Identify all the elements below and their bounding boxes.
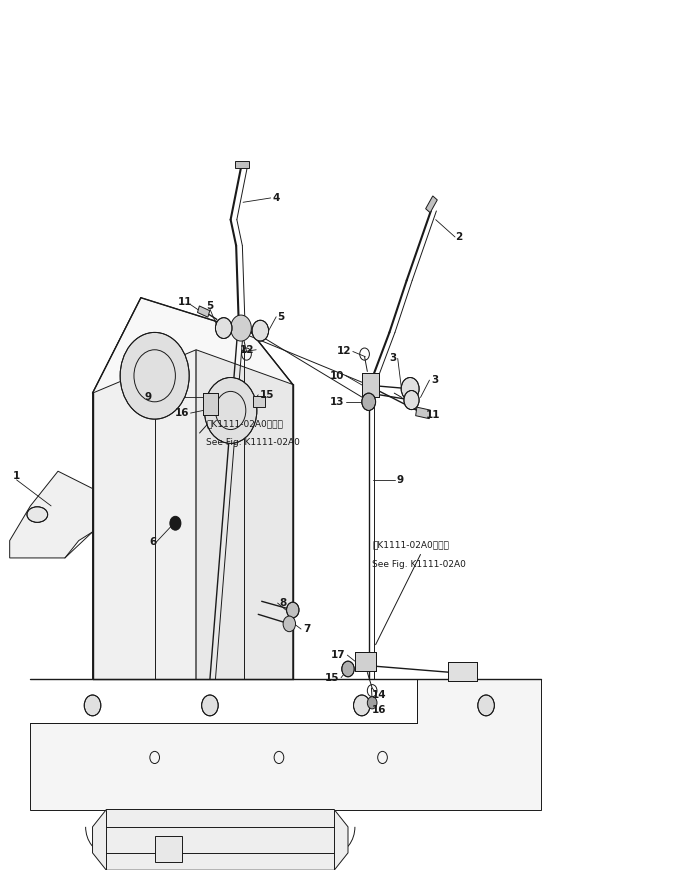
Circle shape [216, 318, 232, 339]
Bar [203, 393, 219, 415]
Text: 7: 7 [303, 624, 310, 634]
Text: 8: 8 [279, 598, 286, 608]
Text: 16: 16 [175, 408, 189, 418]
Polygon shape [93, 809, 348, 870]
Text: 14: 14 [372, 690, 386, 700]
Circle shape [287, 602, 299, 618]
Polygon shape [196, 333, 293, 679]
Polygon shape [31, 679, 541, 809]
Bar [448, 662, 477, 681]
Bar [253, 395, 265, 407]
Text: 3: 3 [389, 354, 396, 363]
Text: 12: 12 [337, 347, 351, 356]
Ellipse shape [27, 506, 47, 522]
Text: 15: 15 [260, 390, 274, 400]
Polygon shape [93, 298, 293, 393]
Circle shape [171, 517, 180, 529]
Circle shape [230, 315, 251, 341]
Text: 12: 12 [240, 345, 255, 354]
Bar [363, 373, 379, 397]
Bar [363, 373, 379, 397]
Bar [416, 407, 430, 419]
Bar [426, 196, 437, 213]
Bar [355, 651, 376, 670]
Text: 10: 10 [330, 371, 345, 381]
Circle shape [120, 333, 189, 419]
Text: 3: 3 [431, 375, 438, 385]
Circle shape [401, 377, 419, 400]
Text: 17: 17 [331, 650, 346, 660]
Bar [155, 835, 182, 862]
Text: 6: 6 [150, 537, 157, 547]
Bar [235, 161, 249, 168]
Text: 第K1111-02A0図参照: 第K1111-02A0図参照 [207, 419, 283, 428]
Text: 1: 1 [13, 471, 20, 480]
Text: See Fig. K1111-02A0: See Fig. K1111-02A0 [207, 438, 301, 447]
Circle shape [354, 695, 370, 716]
Circle shape [84, 695, 101, 716]
Circle shape [252, 320, 269, 341]
Bar [198, 306, 209, 317]
Circle shape [477, 695, 494, 716]
Text: 第K1111-02A0図参照: 第K1111-02A0図参照 [372, 540, 449, 549]
Text: 9: 9 [144, 393, 151, 402]
Text: 9: 9 [396, 475, 404, 485]
Circle shape [283, 616, 296, 632]
Circle shape [404, 390, 419, 409]
Text: 2: 2 [455, 232, 462, 242]
Bar [355, 651, 376, 670]
Text: 11: 11 [177, 297, 192, 307]
Bar [203, 393, 219, 415]
Text: 4: 4 [272, 193, 279, 203]
Text: 5: 5 [278, 312, 285, 322]
Text: 11: 11 [425, 409, 440, 420]
Text: 16: 16 [372, 705, 386, 715]
Circle shape [367, 697, 377, 709]
Circle shape [170, 516, 181, 530]
Text: 15: 15 [325, 673, 340, 683]
Circle shape [202, 695, 219, 716]
Text: 13: 13 [330, 397, 345, 407]
Circle shape [362, 393, 376, 410]
Circle shape [205, 377, 257, 443]
Text: See Fig. K1111-02A0: See Fig. K1111-02A0 [372, 560, 466, 568]
Circle shape [342, 661, 354, 677]
Text: 5: 5 [206, 301, 214, 312]
Polygon shape [10, 471, 93, 558]
Polygon shape [93, 298, 196, 679]
Bar [448, 662, 477, 681]
